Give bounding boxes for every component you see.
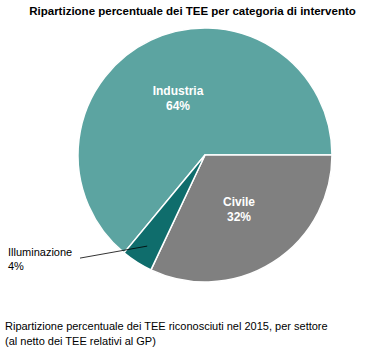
chart-root: Ripartizione percentuale dei TEE per cat…: [0, 0, 385, 360]
data-label: 32%: [227, 210, 251, 224]
chart-svg: Ripartizione percentuale dei TEE per cat…: [0, 0, 385, 360]
title: Ripartizione percentuale dei TEE per cat…: [29, 5, 356, 17]
category-label: Industria: [153, 84, 204, 98]
leader-line: [80, 246, 147, 258]
slices: [78, 28, 332, 282]
data-label: 64%: [166, 99, 190, 113]
pie-slice: [151, 155, 332, 282]
category-label: Illuminazione: [8, 246, 72, 258]
caption: Ripartizione percentuale dei TEE riconos…: [5, 320, 328, 332]
category-label: Civile: [223, 195, 255, 209]
labels: Industria64% Civile32% Illuminazione 4%: [8, 84, 255, 273]
data-label: 4%: [8, 260, 24, 272]
pie-slice: [124, 155, 205, 270]
caption: (al netto dei TEE relativi al GP): [5, 335, 156, 347]
